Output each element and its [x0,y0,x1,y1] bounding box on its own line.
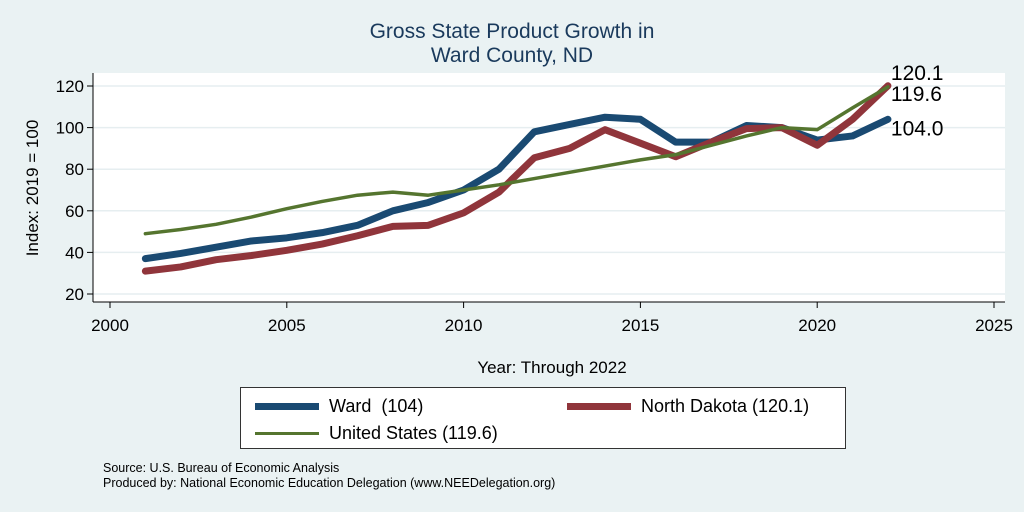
end-label: 104.0 [891,117,944,140]
y-tick-label: 100 [56,119,84,138]
legend-swatch [255,432,319,435]
y-tick-label: 60 [65,202,84,221]
x-tick-label: 2005 [268,316,306,335]
title-line-2: Ward County, ND [430,44,594,67]
legend-label: North Dakota (120.1) [641,396,810,416]
end-label: 120.1 [891,62,944,85]
x-tick-label: 2015 [621,316,659,335]
plot-area [93,73,1005,302]
y-tick-label: 40 [65,243,84,262]
y-tick-label: 80 [65,160,84,179]
y-tick-label: 120 [56,77,84,96]
source-line: Source: U.S. Bureau of Economic Analysis [103,461,340,475]
end-label: 119.6 [891,83,942,106]
produced-by-line: Produced by: National Economic Education… [103,476,556,490]
legend-swatch [567,403,631,410]
title-line-1: Gross State Product Growth in [369,20,655,43]
legend-swatch [255,403,319,410]
legend-item-ward: Ward (104) [255,396,423,417]
y-axis-label: Index: 2019 = 100 [23,120,42,257]
legend-label: United States (119.6) [329,423,498,443]
series-line-2 [143,85,890,236]
x-tick-label: 2010 [445,316,483,335]
x-axis-label: Year: Through 2022 [477,358,626,377]
legend-label: Ward (104) [329,396,424,416]
source-note: Source: U.S. Bureau of Economic Analysis… [103,461,555,491]
x-tick-label: 2020 [798,316,836,335]
legend-item-united-states: United States (119.6) [255,423,498,444]
x-tick-label: 2000 [91,316,129,335]
legend: Ward (104) North Dakota (120.1) United S… [240,387,846,449]
x-tick-label: 2025 [975,316,1013,335]
series-line-1 [141,82,892,275]
y-tick-label: 20 [65,285,84,304]
chart-title: Gross State Product Growth in Ward Count… [0,20,1024,68]
legend-item-north-dakota: North Dakota (120.1) [567,396,809,417]
